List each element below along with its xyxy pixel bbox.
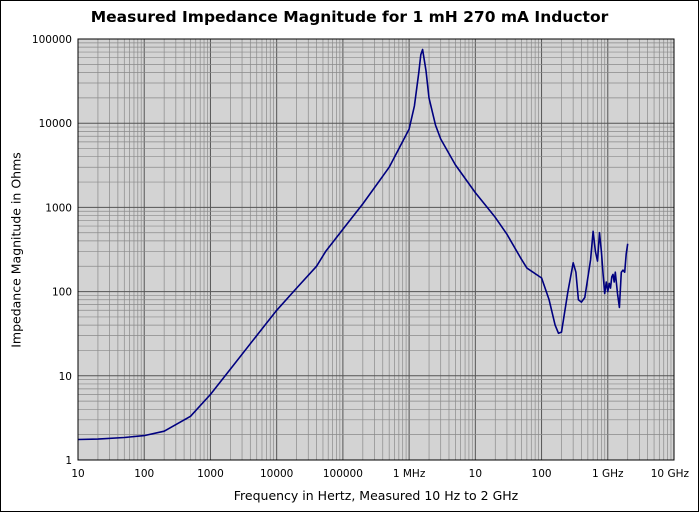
plot-area <box>78 39 674 460</box>
x-tick-label: 1000 <box>197 468 224 480</box>
x-tick-label: 1 GHz <box>592 468 624 480</box>
x-tick-label: 10 <box>469 468 482 480</box>
y-tick-label: 1000 <box>45 202 72 214</box>
x-axis-label: Frequency in Hertz, Measured 10 Hz to 2 … <box>233 488 519 503</box>
x-tick-label: 100000 <box>323 468 363 480</box>
y-tick-label: 10 <box>59 371 72 383</box>
y-tick-label: 1 <box>65 455 72 467</box>
y-tick-label: 100 <box>52 287 72 299</box>
grid <box>77 39 674 461</box>
x-tick-label: 100 <box>532 468 552 480</box>
x-tick-label: 1 MHz <box>393 468 426 480</box>
y-tick-label: 100000 <box>32 34 72 46</box>
series-line <box>77 48 629 441</box>
chart-title: Measured Impedance Magnitude for 1 mH 27… <box>90 8 609 26</box>
plot-border <box>77 38 675 461</box>
x-tick-label: 10000 <box>260 468 293 480</box>
y-tick-label: 10000 <box>39 118 72 130</box>
x-tick-label: 10 <box>71 468 84 480</box>
x-axis-ticks: 10 100 1000 10000 100000 1 MHz 10 100 1 GHz 10 GH… <box>71 468 689 480</box>
x-tick-label: 100 <box>134 468 154 480</box>
y-axis-ticks: 1 10 100 1000 10000 100000 <box>32 34 72 467</box>
x-tick-label: 10 GHz <box>651 468 690 480</box>
